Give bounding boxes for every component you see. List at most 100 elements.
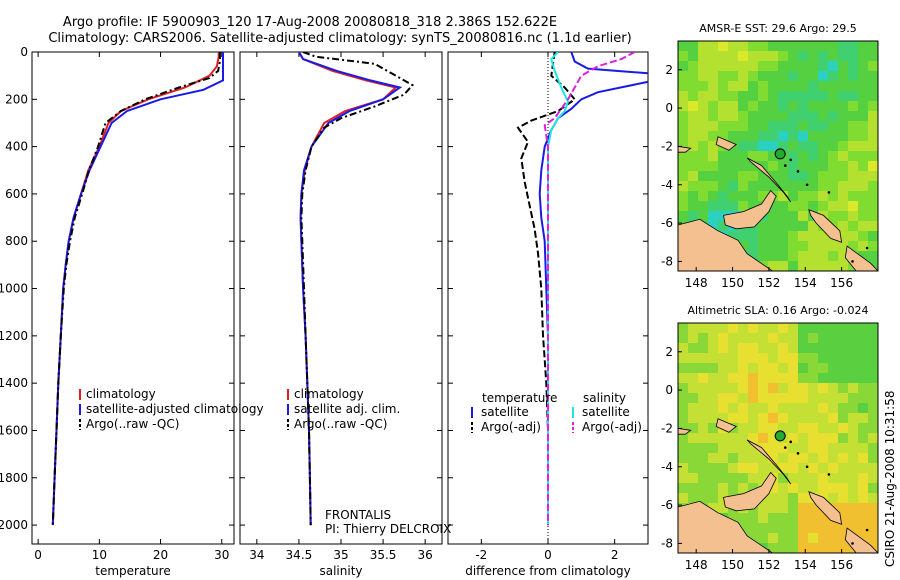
map-cell [848, 201, 859, 212]
map-cell [778, 543, 789, 553]
map-cell [828, 261, 839, 271]
map-cell [738, 323, 749, 334]
map-cell [678, 111, 689, 122]
y-tick-label: 400 [5, 140, 28, 154]
map-cell [718, 151, 729, 162]
map-cell [818, 241, 829, 252]
land-mass [715, 418, 737, 433]
map-cell [738, 383, 749, 394]
map-cell [698, 353, 709, 364]
map-cell [688, 121, 699, 132]
series-line-argo-raw-qc- [300, 52, 415, 526]
series-line-salinity-satellite [547, 52, 570, 526]
map-cell [708, 71, 719, 82]
x-tick-label: 152 [757, 558, 780, 572]
map-cell [718, 393, 729, 404]
map-cell [718, 81, 729, 92]
map-cell [798, 211, 809, 222]
y-tick-label: -2 [661, 139, 673, 153]
map-cell [858, 433, 869, 444]
map-cell [738, 121, 749, 132]
map-cell [848, 191, 859, 202]
map-cell [818, 101, 829, 112]
map-cell [838, 513, 849, 524]
map-cell [688, 171, 699, 182]
map-cell [758, 101, 769, 112]
map-cell [708, 91, 719, 102]
map-cell [678, 493, 689, 504]
map-cell [718, 221, 729, 232]
map-cell [798, 453, 809, 464]
map-cell [788, 413, 799, 424]
map-cell [858, 483, 869, 494]
map-cell [838, 51, 849, 62]
map-cell [848, 231, 859, 242]
map-cell [798, 503, 809, 514]
x-axis-label: difference from climatology [465, 564, 631, 578]
map-cell [728, 151, 739, 162]
map-cell [758, 323, 769, 334]
map-cell [848, 363, 859, 374]
map-cell [798, 353, 809, 364]
map-cell [868, 161, 878, 172]
map-cell [828, 181, 839, 192]
map-cell [808, 533, 819, 544]
map-cell [798, 171, 809, 182]
x-tick-label: 150 [721, 276, 744, 290]
map-cell [738, 453, 749, 464]
map-cell [838, 191, 849, 202]
map-cell [818, 251, 829, 262]
map-cell [688, 473, 699, 484]
map-cell [748, 483, 759, 494]
map-cell [798, 543, 809, 553]
x-tick-label: 148 [685, 558, 708, 572]
map-cell [708, 151, 719, 162]
map-cell [718, 61, 729, 72]
map-cell [758, 473, 769, 484]
map-cell [708, 363, 719, 374]
map-cell [788, 71, 799, 82]
map-cell [758, 463, 769, 474]
map-cell [698, 463, 709, 474]
map-cell [758, 533, 769, 544]
map-cell [868, 171, 878, 182]
y-tick-label: 1000 [0, 282, 28, 296]
map-cell [678, 423, 689, 434]
map-cell [868, 433, 878, 444]
map-cell [798, 413, 809, 424]
map-cell [718, 181, 729, 192]
x-tick-label: 34.5 [286, 548, 313, 562]
map-cell [728, 121, 739, 132]
map-cell [738, 343, 749, 354]
map-cell [798, 533, 809, 544]
map-cell [838, 261, 849, 271]
map-cell [698, 493, 709, 504]
map-cell [738, 231, 749, 242]
land-mass [723, 471, 777, 512]
map-cell [868, 413, 878, 424]
map-cell [848, 463, 859, 474]
map-cell [738, 191, 749, 202]
map-cell [738, 513, 749, 524]
map-cell [788, 111, 799, 122]
map-cell [858, 151, 869, 162]
map-cell [778, 81, 789, 92]
map-cell [798, 91, 809, 102]
series-line-climatology [298, 52, 398, 526]
x-tick-label: 152 [757, 276, 780, 290]
map-cell [758, 41, 769, 52]
map-cell [728, 393, 739, 404]
map-cell [798, 323, 809, 334]
map-cell [828, 131, 839, 142]
map-cell [758, 333, 769, 344]
map-cell [818, 111, 829, 122]
map-cell [838, 171, 849, 182]
map-cell [688, 71, 699, 82]
sst-map-panel: AMSR-E SST: 29.6 Argo: 29.5 148 150 152 154 1… [661, 22, 879, 290]
map-cell [868, 71, 878, 82]
map-cell [838, 363, 849, 374]
map-cell [778, 363, 789, 374]
map-cell [828, 413, 839, 424]
map-cell [798, 473, 809, 484]
map-cell [848, 131, 859, 142]
